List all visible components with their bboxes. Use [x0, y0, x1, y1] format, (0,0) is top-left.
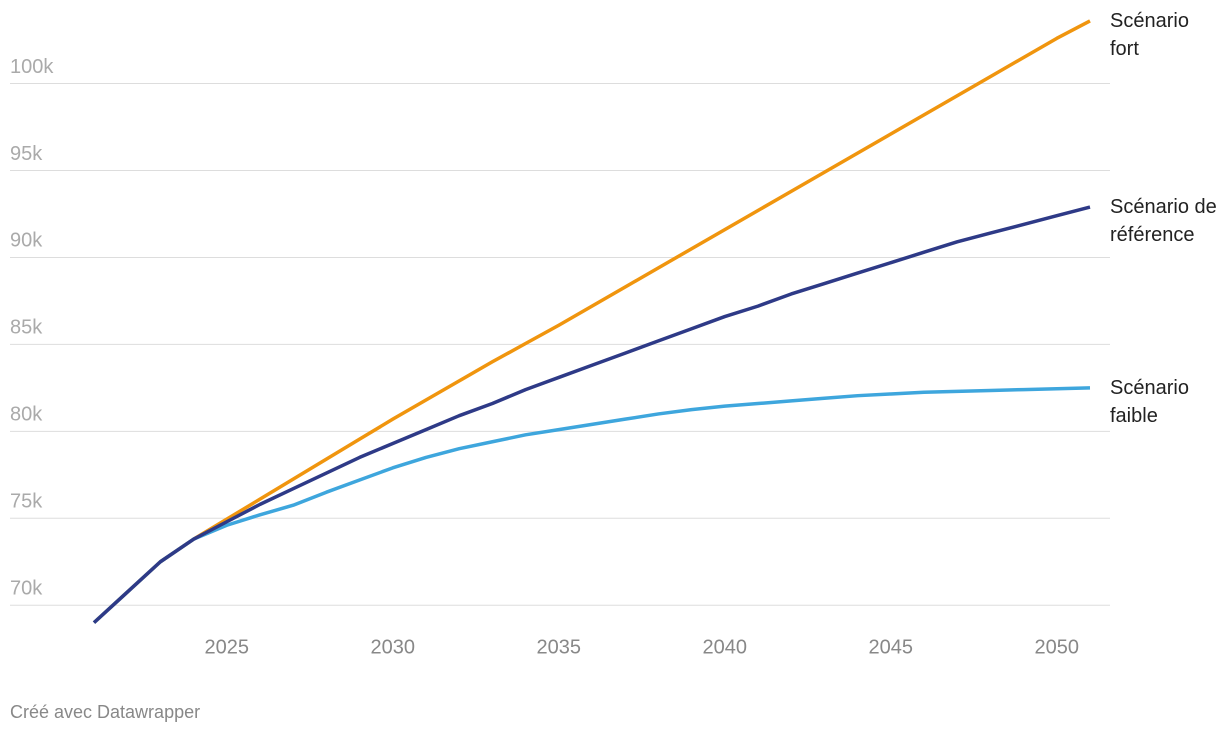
y-tick-label: 95k	[10, 143, 43, 165]
series-line	[92, 205, 1091, 624]
x-tick-label: 2035	[537, 636, 582, 658]
x-tick-label: 2025	[205, 636, 250, 658]
series-label: Scénario faible	[1110, 376, 1189, 427]
y-tick-label: 80k	[10, 404, 43, 426]
x-tick-label: 2030	[371, 636, 416, 658]
y-tick-label: 100k	[10, 56, 54, 78]
series-line	[92, 19, 1091, 624]
y-tick-label: 85k	[10, 317, 43, 339]
x-tick-label: 2050	[1035, 636, 1080, 658]
y-tick-label: 70k	[10, 578, 43, 600]
x-tick-label: 2045	[869, 636, 914, 658]
credit: Créé avec Datawrapper	[10, 702, 201, 722]
series-label: Scénario fort	[1110, 9, 1189, 60]
y-tick-label: 75k	[10, 491, 43, 513]
x-tick-label: 2040	[703, 636, 748, 658]
series-line	[92, 386, 1091, 624]
series-label: Scénario de référence	[1110, 196, 1217, 247]
y-tick-label: 90k	[10, 230, 43, 252]
